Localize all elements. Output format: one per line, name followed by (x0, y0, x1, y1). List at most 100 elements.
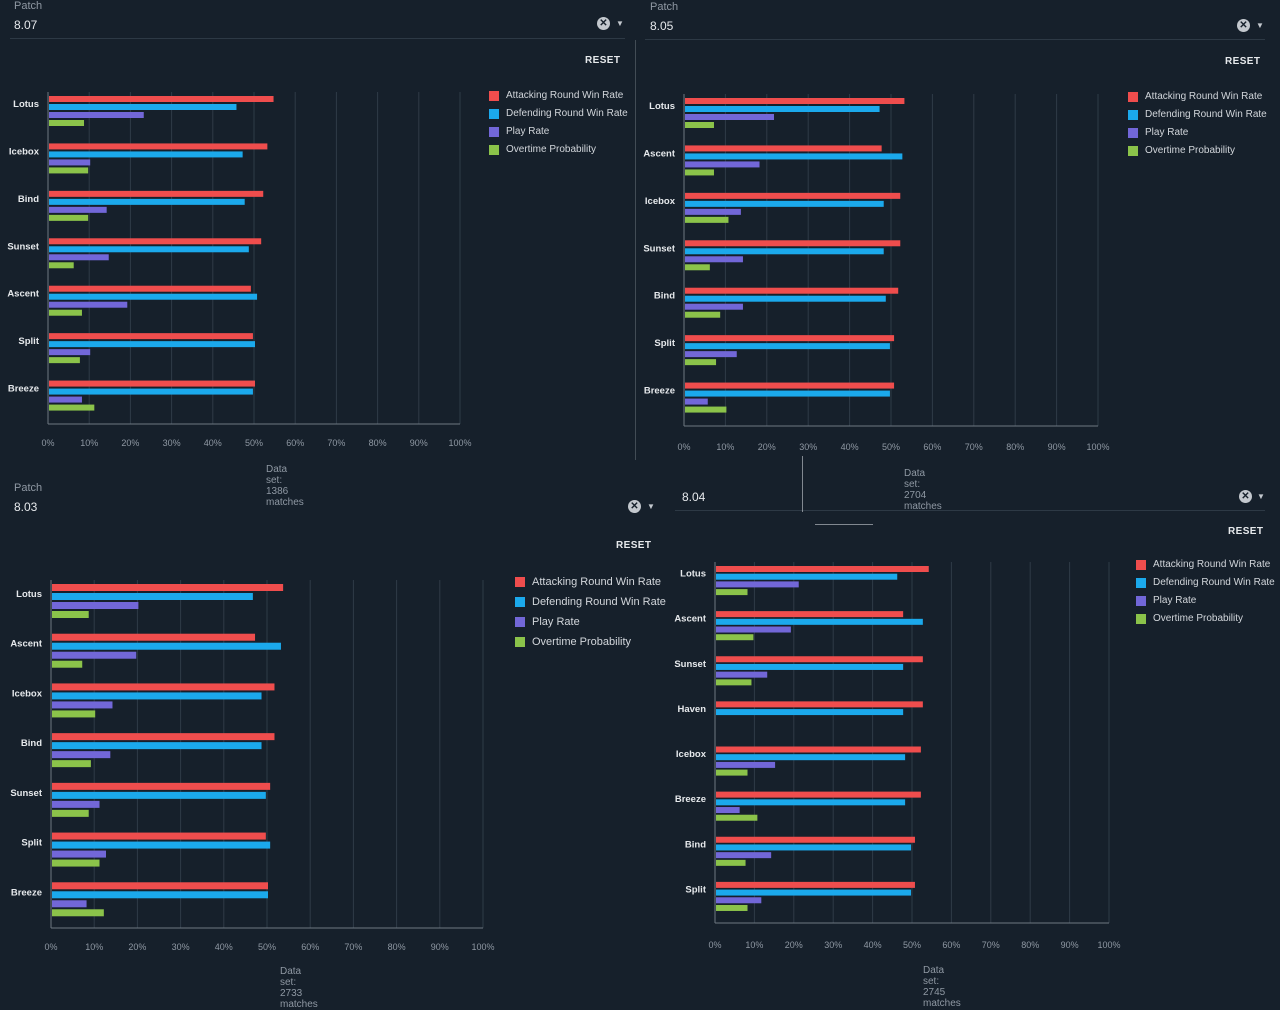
caret-down-icon[interactable]: ▼ (647, 502, 655, 511)
patch-select-value[interactable]: 8.04 (682, 490, 706, 504)
x-tick-label: 100% (471, 942, 494, 952)
bar-attacking (685, 335, 895, 342)
bar-play (685, 114, 775, 120)
legend-label: Attacking Round Win Rate (1153, 559, 1271, 570)
x-tick-label: 50% (258, 942, 276, 952)
x-tick-label: 10% (716, 442, 734, 452)
x-tick-label: 10% (745, 940, 763, 950)
category-label: Bind (654, 291, 675, 302)
bar-defending (49, 246, 249, 253)
bar-overtime (49, 262, 74, 269)
bar-play (52, 602, 139, 609)
bar-overtime (52, 611, 89, 618)
bar-overtime (716, 679, 752, 686)
x-tick-label: 30% (799, 442, 817, 452)
legend-swatch (489, 90, 499, 101)
caret-down-icon[interactable]: ▼ (1257, 492, 1265, 501)
x-tick-label: 100% (1097, 940, 1120, 950)
caret-down-icon[interactable]: ▼ (1256, 21, 1264, 30)
legend-item-attacking[interactable]: Attacking Round Win Rate (1136, 559, 1275, 570)
category-label: Ascent (674, 614, 707, 625)
clear-circle-icon[interactable]: ✕ (1237, 19, 1250, 32)
legend-swatch (515, 617, 525, 627)
legend-label: Play Rate (1153, 595, 1197, 606)
legend-item-defending[interactable]: Defending Round Win Rate (1136, 577, 1275, 588)
panel-divider (635, 40, 636, 460)
legend-label: Defending Round Win Rate (532, 596, 666, 608)
bar-defending (685, 248, 884, 255)
bar-defending (52, 841, 271, 849)
bar-attacking (52, 882, 268, 890)
legend-item-overtime[interactable]: Overtime Probability (489, 144, 628, 155)
patch-label: Patch (14, 482, 43, 494)
bar-attacking (685, 240, 901, 247)
bar-play (52, 850, 106, 858)
legend-item-overtime[interactable]: Overtime Probability (515, 636, 666, 648)
caret-down-icon[interactable]: ▼ (616, 19, 624, 28)
x-tick-label: 70% (965, 442, 983, 452)
bar-play (49, 112, 144, 118)
bar-attacking (52, 782, 271, 790)
bar-attacking (716, 566, 929, 572)
bar-overtime (49, 357, 80, 364)
legend-item-defending[interactable]: Defending Round Win Rate (489, 108, 628, 119)
legend-item-attacking[interactable]: Attacking Round Win Rate (515, 576, 666, 588)
x-tick-label: 50% (245, 438, 263, 448)
legend-item-play[interactable]: Play Rate (1128, 127, 1267, 138)
bar-defending (716, 889, 912, 896)
category-label: Sunset (7, 241, 40, 252)
bar-attacking (685, 192, 901, 199)
legend-item-attacking[interactable]: Attacking Round Win Rate (1128, 91, 1267, 102)
bar-defending (685, 295, 886, 302)
bar-play (716, 761, 776, 768)
bar-play (685, 208, 741, 215)
legend-item-overtime[interactable]: Overtime Probability (1136, 613, 1275, 624)
x-tick-label: 40% (215, 942, 233, 952)
bar-play (716, 671, 768, 678)
clear-circle-icon[interactable]: ✕ (597, 17, 610, 30)
patch-underline (675, 510, 1265, 511)
patch-select-value[interactable]: 8.05 (650, 19, 674, 33)
patch-select-value[interactable]: 8.03 (14, 500, 38, 514)
legend-label: Play Rate (1145, 127, 1189, 138)
bar-defending (716, 618, 923, 625)
legend-label: Attacking Round Win Rate (506, 90, 624, 101)
legend-item-attacking[interactable]: Attacking Round Win Rate (489, 90, 628, 101)
bar-overtime (52, 909, 104, 917)
patch-label: Patch (650, 1, 679, 13)
legend-item-play[interactable]: Play Rate (515, 616, 666, 628)
bar-defending (52, 742, 262, 750)
reset-button[interactable]: RESET (616, 540, 652, 551)
legend-swatch (1136, 559, 1146, 570)
category-label: Breeze (11, 887, 42, 898)
bar-attacking (49, 380, 255, 387)
clear-circle-icon[interactable]: ✕ (1239, 490, 1252, 503)
bar-overtime (685, 406, 727, 413)
legend-swatch (1136, 595, 1146, 606)
legend-item-play[interactable]: Play Rate (489, 126, 628, 137)
reset-button[interactable]: RESET (1228, 526, 1264, 537)
bar-overtime (716, 904, 748, 911)
reset-button[interactable]: RESET (1225, 56, 1261, 67)
bar-attacking (49, 238, 262, 245)
bar-attacking (49, 285, 251, 292)
category-label: Split (685, 884, 706, 895)
bar-play (716, 807, 740, 814)
reset-button[interactable]: RESET (585, 55, 621, 66)
legend-item-overtime[interactable]: Overtime Probability (1128, 145, 1267, 156)
bar-play (49, 206, 107, 213)
x-tick-label: 30% (824, 940, 842, 950)
category-label: Lotus (13, 99, 39, 110)
x-tick-label: 60% (942, 940, 960, 950)
clear-circle-icon[interactable]: ✕ (628, 500, 641, 513)
category-label: Icebox (645, 196, 676, 207)
legend-item-defending[interactable]: Defending Round Win Rate (515, 596, 666, 608)
bar-play (52, 900, 87, 908)
legend-item-play[interactable]: Play Rate (1136, 595, 1275, 606)
legend-item-defending[interactable]: Defending Round Win Rate (1128, 109, 1267, 120)
bar-overtime (49, 120, 85, 126)
legend-label: Defending Round Win Rate (1153, 577, 1275, 588)
category-label: Sunset (643, 243, 676, 254)
patch-select-value[interactable]: 8.07 (14, 18, 38, 32)
x-tick-label: 20% (121, 438, 139, 448)
